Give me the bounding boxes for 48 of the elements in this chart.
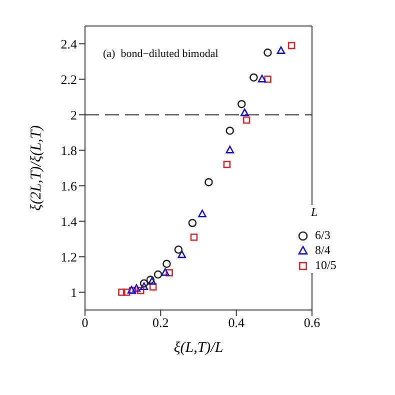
x-tick-label: 0 xyxy=(82,315,88,330)
y-tick-label: 2 xyxy=(70,107,77,122)
point xyxy=(288,42,296,50)
y-tick-label: 1 xyxy=(70,284,77,300)
y-tick-label: 1.8 xyxy=(60,142,77,158)
legend-title: L xyxy=(311,205,319,220)
annotation: (a) bond−diluted bimodal xyxy=(103,48,218,60)
y-tick-label: 1.2 xyxy=(60,249,77,264)
point xyxy=(154,270,162,279)
point xyxy=(258,74,266,82)
point xyxy=(226,126,234,135)
point xyxy=(149,283,157,291)
y-tick-label: 1.6 xyxy=(60,178,78,194)
legend-label: 10/5 xyxy=(315,258,336,273)
point xyxy=(178,250,186,258)
y-tick-label: 2.2 xyxy=(60,72,77,87)
point xyxy=(122,288,130,296)
point xyxy=(264,76,272,83)
y-tick-label: 2.4 xyxy=(60,36,78,52)
point xyxy=(264,48,272,57)
point xyxy=(198,210,206,218)
point xyxy=(166,269,173,276)
point xyxy=(118,288,126,296)
point xyxy=(140,282,148,290)
point xyxy=(237,100,246,108)
x-axis-title: ξ(L,T)/L xyxy=(174,340,224,356)
legend-label: 6/3 xyxy=(315,228,330,243)
point xyxy=(140,279,148,288)
x-tick-label: 0.2 xyxy=(152,315,169,330)
y-tick-label: 1.4 xyxy=(60,214,78,229)
point xyxy=(242,116,250,124)
point xyxy=(276,46,286,54)
point xyxy=(188,218,197,228)
point xyxy=(132,284,141,292)
point xyxy=(162,260,171,268)
point xyxy=(240,108,249,116)
y-axis-title: ξ(2L,T)/ξ(L,T) xyxy=(28,125,44,211)
x-tick-label: 0.6 xyxy=(304,315,321,330)
point xyxy=(136,286,144,294)
x-tick-label: 0.4 xyxy=(228,315,245,330)
legend-label: 8/4 xyxy=(315,243,330,258)
point xyxy=(204,178,213,186)
point xyxy=(190,234,198,241)
point xyxy=(226,146,234,154)
point xyxy=(250,73,258,82)
point xyxy=(223,160,230,168)
point xyxy=(161,268,170,276)
point xyxy=(174,246,183,254)
